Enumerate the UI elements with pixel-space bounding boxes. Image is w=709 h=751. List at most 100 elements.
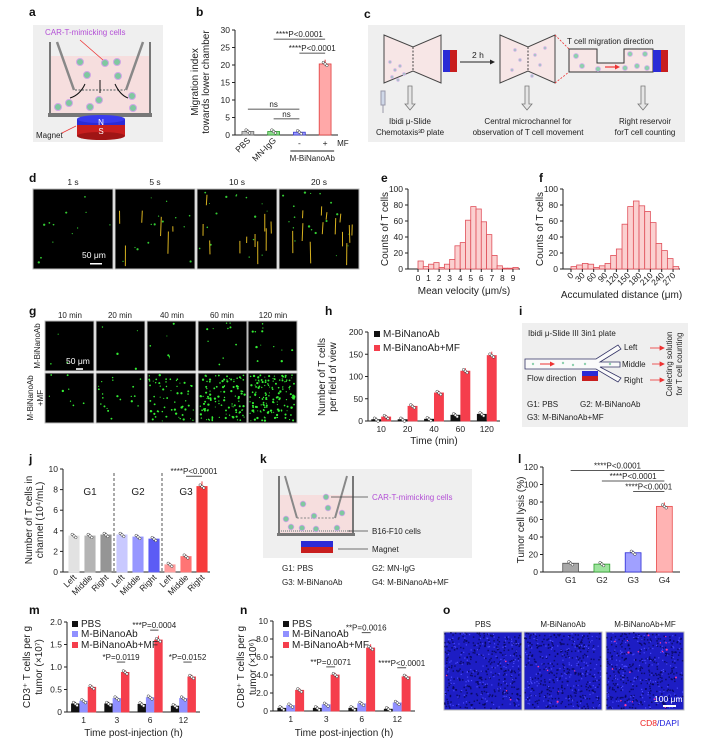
cell-dot — [226, 375, 228, 378]
bar — [196, 486, 208, 573]
data-point — [388, 709, 392, 713]
cell-dot — [215, 385, 218, 388]
cell-dot — [235, 385, 239, 388]
cell-dot — [236, 419, 239, 421]
cell-dot — [629, 671, 631, 673]
bar — [318, 63, 332, 136]
cell-dot — [223, 390, 226, 393]
y-tick-label: 0 — [225, 130, 230, 140]
cell-dot — [254, 331, 257, 333]
cell-dot — [261, 203, 263, 205]
significance-label: **P=0.0016 — [346, 624, 387, 633]
legend-label: PBS — [292, 619, 312, 630]
fluorescence-image — [44, 372, 95, 424]
cell-dot — [206, 395, 209, 398]
y-tick-label: 10 — [221, 95, 231, 105]
frame-title: 20 s — [311, 177, 327, 187]
cell-dot — [240, 390, 243, 392]
cell-dot — [276, 401, 278, 403]
cell-dot — [148, 380, 151, 382]
y-tick-label: 2.0 — [50, 617, 62, 627]
category-label: 12 — [179, 715, 189, 725]
cell-dot — [212, 328, 214, 330]
cell-dot — [182, 418, 185, 421]
cell-dot — [659, 642, 662, 644]
x-tick-label: 2 — [437, 273, 442, 283]
y-tick-label: 200 — [349, 327, 363, 337]
histogram-bar — [501, 267, 509, 270]
cell-dot — [263, 419, 267, 422]
cell-dot — [122, 260, 124, 263]
histogram-bar — [632, 200, 640, 270]
cell-dot — [227, 406, 230, 409]
legend-label: M-BiNanoAb+MF — [383, 343, 460, 354]
y-tick-label: 20 — [394, 248, 404, 258]
cell-dot — [173, 408, 177, 411]
cell-dot — [235, 195, 237, 197]
cell-dot — [273, 378, 276, 381]
y-tick-label: 0 — [553, 264, 558, 274]
cell-dot — [290, 414, 292, 416]
y-axis-label: Tumor cell lysis (%) — [516, 477, 527, 564]
cell-dot — [546, 669, 549, 672]
category-label: 40 — [429, 424, 439, 434]
cell-dot — [249, 396, 251, 398]
cell-dot — [179, 382, 181, 384]
cell-dot — [188, 214, 191, 217]
column-title: M-BiNanoAb — [540, 620, 586, 629]
cell-dot — [187, 404, 190, 407]
cell-dot — [265, 404, 268, 407]
bar — [460, 370, 471, 422]
data-point — [335, 674, 339, 679]
cell-dot — [248, 256, 250, 258]
cell-dot — [235, 409, 238, 412]
cell-dot — [161, 220, 164, 223]
data-point — [370, 647, 374, 652]
data-point — [492, 355, 496, 359]
cell-dot — [235, 411, 238, 414]
fluorescence-image — [95, 372, 146, 424]
y-tick-label: 100 — [389, 184, 403, 194]
cell-dot — [218, 400, 220, 402]
cell-dot — [267, 384, 270, 387]
legend-swatch — [283, 642, 289, 648]
y-tick-label: 25 — [221, 43, 231, 53]
cell-dot — [292, 227, 295, 229]
scale-bar-label: 50 μm — [66, 356, 90, 366]
cell-dot — [153, 395, 155, 398]
cell-dot — [133, 395, 136, 398]
cell-dot — [208, 380, 211, 383]
cell-dot — [267, 383, 269, 385]
cell-dot — [190, 418, 192, 420]
fluorescence-image — [247, 320, 298, 372]
cell-dot — [271, 411, 273, 414]
cell-dot — [50, 363, 52, 365]
y-tick-label: 5 — [225, 113, 230, 123]
cell-dot — [217, 395, 220, 398]
cell-dot — [264, 376, 266, 378]
cell-dot — [258, 376, 260, 378]
cell-dot — [264, 384, 266, 387]
x-tick-label: 270 — [660, 270, 677, 287]
histogram-bar — [480, 221, 487, 270]
category-label: PBS — [233, 135, 252, 154]
data-point — [202, 486, 206, 490]
data-point — [142, 704, 146, 708]
cell-track — [205, 194, 208, 206]
cell-dot — [235, 343, 237, 346]
cell-dot — [291, 377, 293, 379]
data-point — [282, 708, 286, 712]
cell-dot — [260, 404, 262, 406]
cell-dot — [187, 393, 189, 395]
cell-dot — [48, 395, 50, 397]
cell-dot — [201, 378, 205, 381]
legend-label: M-BiNanoAb+MF — [81, 640, 158, 651]
cell-dot — [284, 381, 286, 383]
data-point — [402, 419, 407, 423]
legend-swatch — [283, 631, 289, 637]
mf-label: MF — [337, 139, 349, 148]
column-title: 20 min — [108, 311, 132, 320]
y-tick-label: 100 — [349, 372, 363, 382]
cell-dot — [258, 396, 261, 399]
